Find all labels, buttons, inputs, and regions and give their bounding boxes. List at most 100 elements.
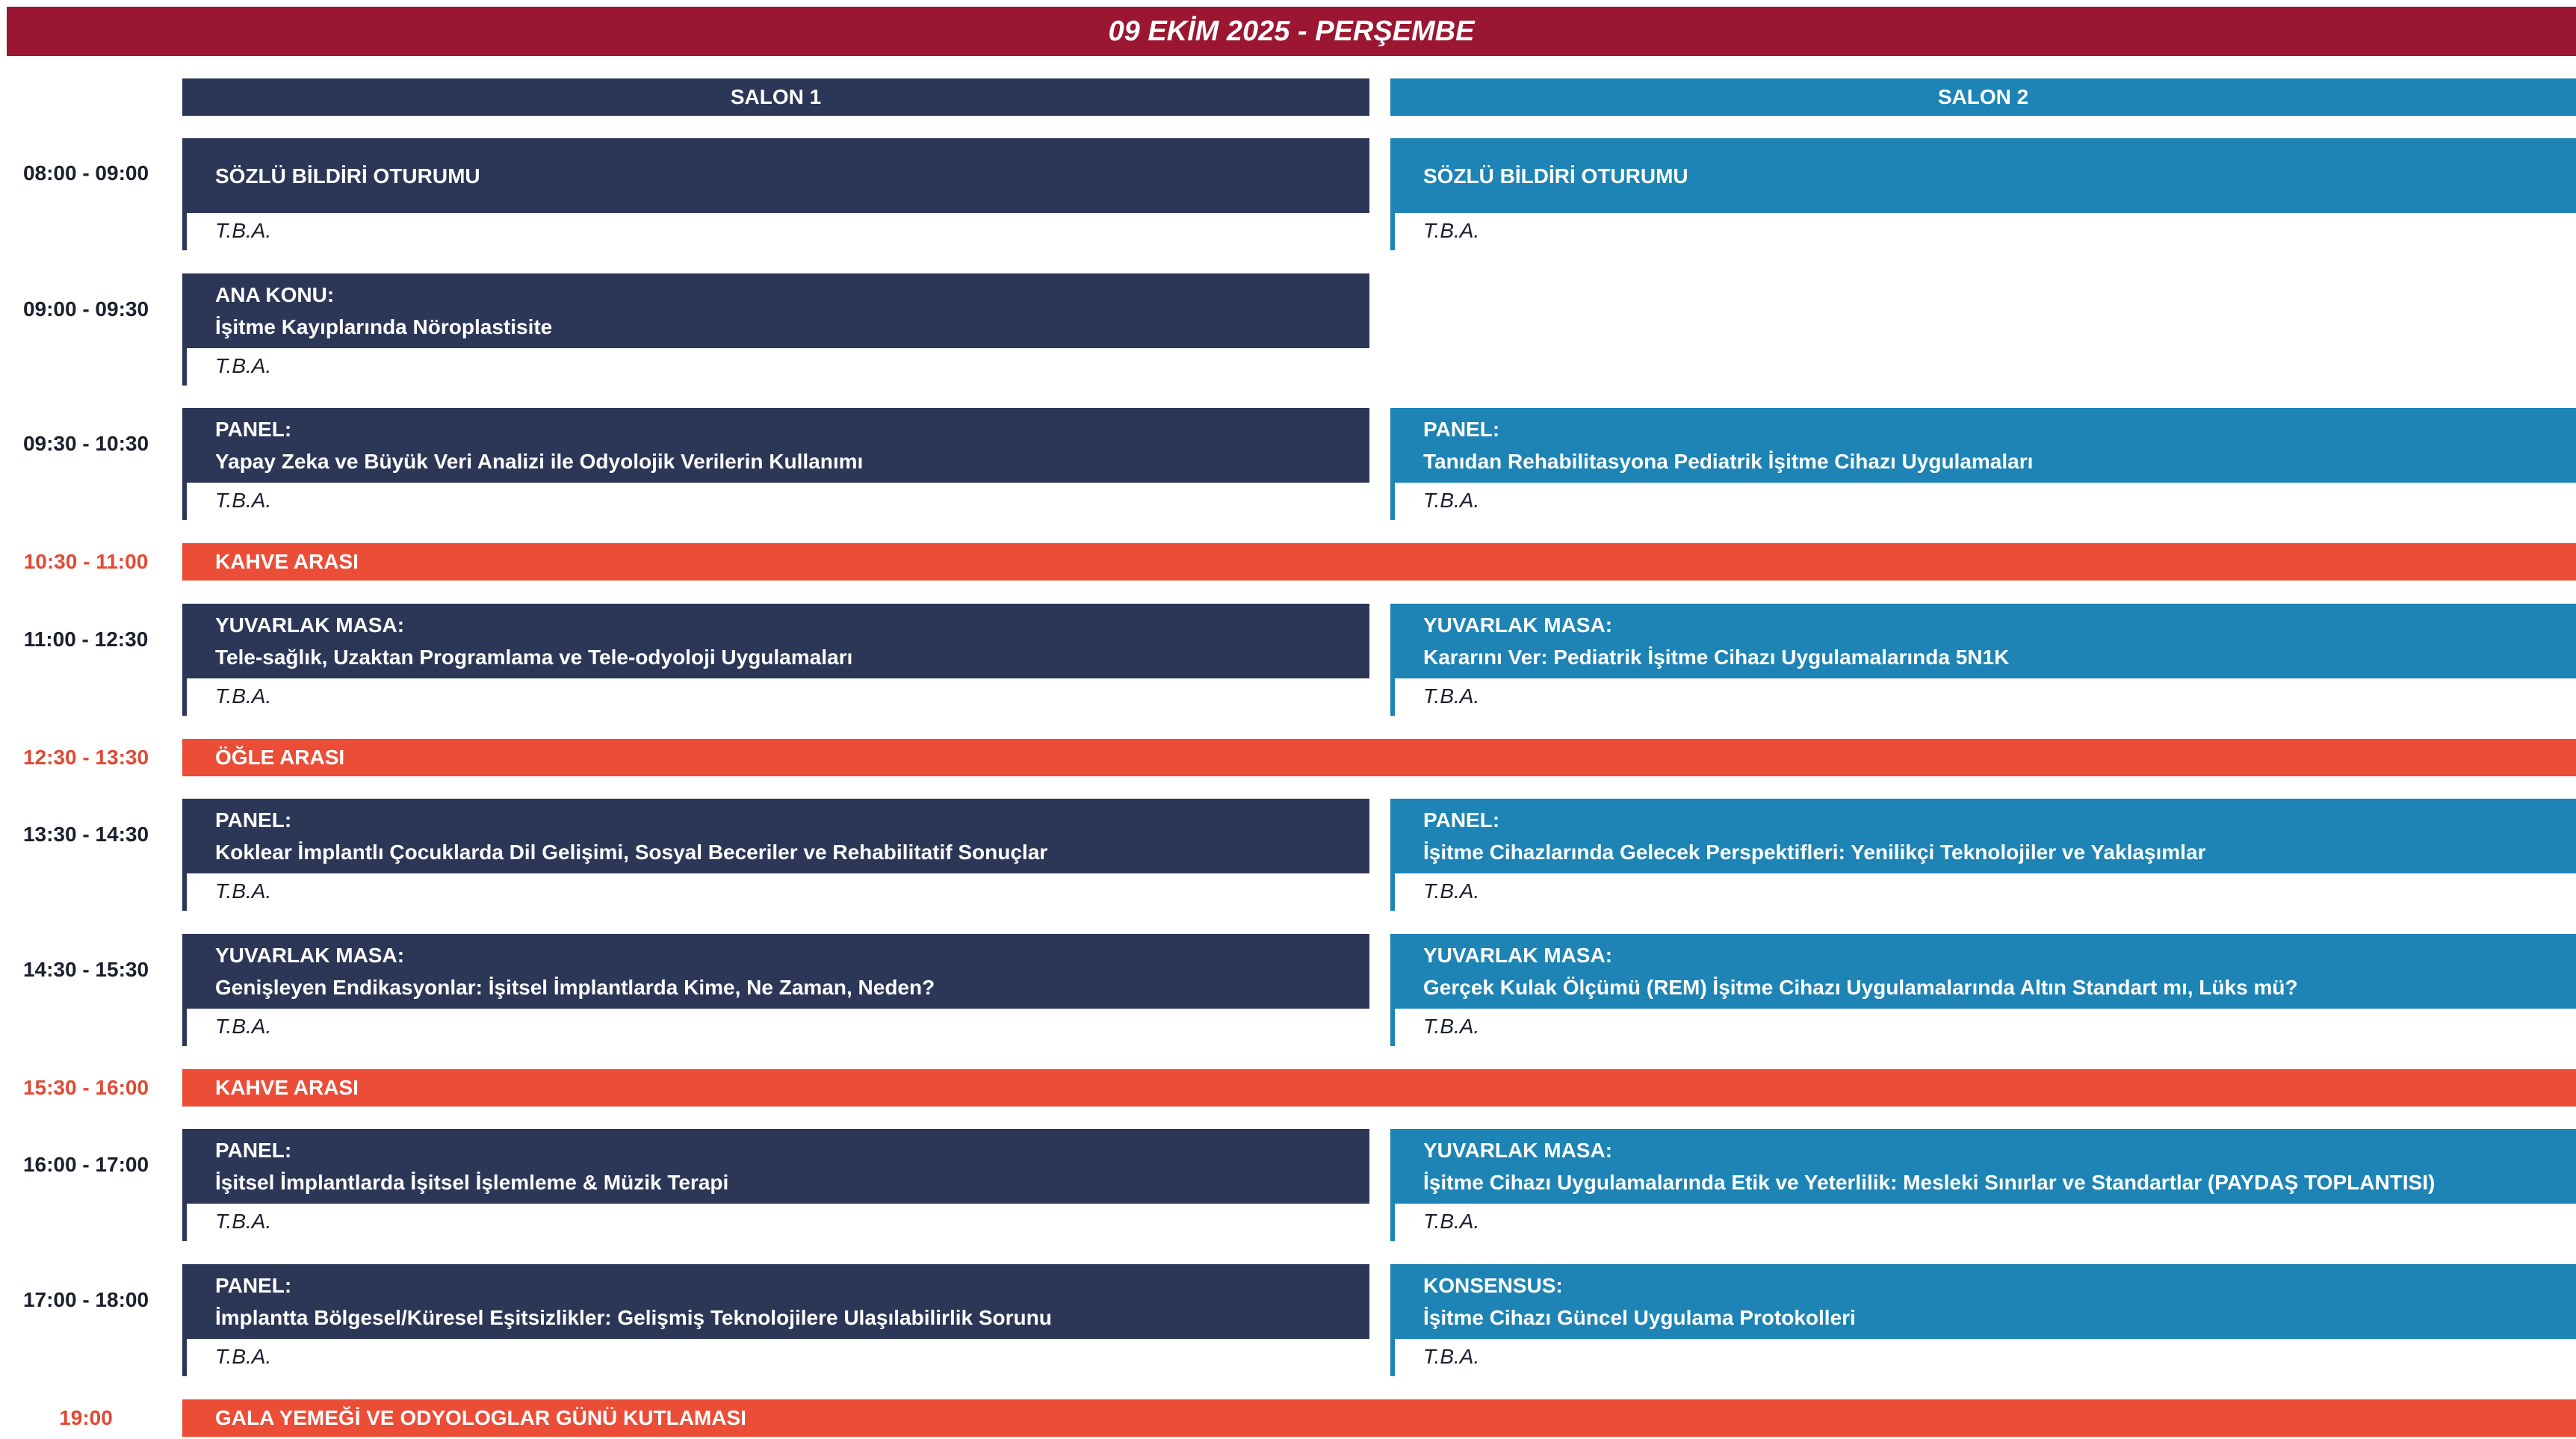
session-type: YUVARLAK MASA: [1423, 613, 1613, 637]
session-speaker: T.B.A. [215, 354, 272, 377]
time-slot: 14:30 - 15:30 [22, 958, 149, 981]
break-time: 15:30 - 16:00 [22, 1076, 149, 1099]
time-slot: 09:00 - 09:30 [22, 297, 149, 321]
session-topic: Genişleyen Endikasyonlar: İşitsel İmplan… [215, 976, 935, 999]
session-title: YUVARLAK MASA: Tele-sağlık, Uzaktan Prog… [182, 604, 1369, 678]
session-salon-1[interactable]: ANA KONU: İşitme Kayıplarında Nöroplasti… [182, 273, 1369, 386]
session-topic: Gerçek Kulak Ölçümü (REM) İşitme Cihazı … [1423, 976, 2298, 999]
session-speaker: T.B.A. [215, 1210, 272, 1233]
session-title: PANEL: Tanıdan Rehabilitasyona Pediatrik… [1390, 408, 2576, 483]
session-type: PANEL: [215, 808, 292, 832]
session-speaker: T.B.A. [1423, 684, 1480, 708]
break-time: 10:30 - 11:00 [23, 550, 149, 573]
session-salon-1[interactable]: PANEL: Koklear İmplantlı Çocuklarda Dil … [182, 799, 1369, 911]
time-slot: 09:30 - 10:30 [22, 432, 149, 455]
session-salon-1[interactable]: SÖZLÜ BİLDİRİ OTURUMU T.B.A. [182, 138, 1369, 250]
session-type: PANEL: [1423, 418, 1500, 441]
session-title: PANEL: Koklear İmplantlı Çocuklarda Dil … [182, 799, 1369, 873]
session-salon-1[interactable]: YUVARLAK MASA: Genişleyen Endikasyonlar:… [182, 934, 1369, 1046]
session-accent-bar [182, 1339, 187, 1376]
session-accent-bar [1390, 678, 1395, 716]
lunch-break-bar: ÖĞLE ARASI [182, 739, 2576, 776]
session-speaker: T.B.A. [1423, 879, 1480, 903]
time-slot: 17:00 - 18:00 [22, 1288, 149, 1311]
session-title: PANEL: İşitsel İmplantlarda İşitsel İşle… [182, 1129, 1369, 1204]
time-slot: 11:00 - 12:30 [23, 628, 149, 651]
session-salon-2[interactable]: YUVARLAK MASA: Gerçek Kulak Ölçümü (REM)… [1390, 934, 2576, 1046]
session-salon-1[interactable]: PANEL: İmplantta Bölgesel/Küresel Eşitsi… [182, 1264, 1369, 1376]
session-title: PANEL: İşitme Cihazlarında Gelecek Persp… [1390, 799, 2576, 873]
session-title: YUVARLAK MASA: Genişleyen Endikasyonlar:… [182, 934, 1369, 1009]
session-speaker: T.B.A. [1423, 1210, 1480, 1233]
session-accent-bar [182, 483, 187, 520]
session-title: KONSENSUS: İşitme Cihazı Güncel Uygulama… [1390, 1264, 2576, 1339]
break-time: 12:30 - 13:30 [22, 746, 149, 769]
session-speaker: T.B.A. [215, 1015, 272, 1038]
session-type: YUVARLAK MASA: [215, 944, 405, 967]
session-accent-bar [1390, 483, 1395, 520]
time-slot: 16:00 - 17:00 [22, 1153, 149, 1176]
session-topic: Koklear İmplantlı Çocuklarda Dil Gelişim… [215, 841, 1048, 864]
session-salon-2[interactable]: PANEL: İşitme Cihazlarında Gelecek Persp… [1390, 799, 2576, 911]
session-topic: Yapay Zeka ve Büyük Veri Analizi ile Ody… [215, 450, 864, 473]
session-salon-2[interactable]: YUVARLAK MASA: Kararını Ver: Pediatrik İ… [1390, 604, 2576, 716]
session-type: PANEL: [215, 1274, 292, 1297]
session-accent-bar [182, 348, 187, 386]
time-slot: 13:30 - 14:30 [22, 823, 149, 846]
session-speaker: T.B.A. [1423, 1345, 1480, 1368]
session-speaker: T.B.A. [1423, 219, 1480, 242]
session-topic: Kararını Ver: Pediatrik İşitme Cihazı Uy… [1423, 646, 2010, 669]
session-salon-2[interactable]: PANEL: Tanıdan Rehabilitasyona Pediatrik… [1390, 408, 2576, 520]
session-title: ANA KONU: İşitme Kayıplarında Nöroplasti… [182, 273, 1369, 348]
break-time: 19:00 [59, 1406, 113, 1429]
session-type: PANEL: [1423, 808, 1500, 832]
session-speaker: T.B.A. [215, 879, 272, 903]
session-accent-bar [182, 213, 187, 250]
session-salon-1[interactable]: YUVARLAK MASA: Tele-sağlık, Uzaktan Prog… [182, 604, 1369, 716]
salon-1-header: SALON 1 [182, 78, 1369, 116]
time-slot: 08:00 - 09:00 [22, 161, 149, 185]
session-salon-2[interactable]: YUVARLAK MASA: İşitme Cihazı Uygulamalar… [1390, 1129, 2576, 1241]
session-salon-2[interactable]: KONSENSUS: İşitme Cihazı Güncel Uygulama… [1390, 1264, 2576, 1376]
session-title: SÖZLÜ BİLDİRİ OTURUMU [1390, 138, 2576, 213]
session-accent-bar [1390, 1339, 1395, 1376]
session-speaker: T.B.A. [215, 219, 272, 242]
session-topic: İşitme Kayıplarında Nöroplastisite [215, 315, 553, 338]
session-accent-bar [182, 678, 187, 716]
session-title: PANEL: İmplantta Bölgesel/Küresel Eşitsi… [182, 1264, 1369, 1339]
session-title: PANEL: Yapay Zeka ve Büyük Veri Analizi … [182, 408, 1369, 483]
session-speaker: T.B.A. [215, 1345, 272, 1368]
session-type: YUVARLAK MASA: [1423, 944, 1613, 967]
session-speaker: T.B.A. [1423, 1015, 1480, 1038]
session-speaker: T.B.A. [215, 489, 272, 512]
session-type: PANEL: [215, 418, 292, 441]
coffee-break-bar: KAHVE ARASI [182, 543, 2576, 581]
session-type: ANA KONU: [215, 283, 335, 306]
session-accent-bar [182, 1204, 187, 1241]
session-accent-bar [1390, 1204, 1395, 1241]
session-topic: İşitme Cihazı Uygulamalarında Etik ve Ye… [1423, 1171, 2436, 1194]
session-accent-bar [1390, 213, 1395, 250]
session-type: YUVARLAK MASA: [215, 613, 405, 637]
session-topic: İşitme Cihazı Güncel Uygulama Protokolle… [1423, 1306, 1856, 1329]
session-type: KONSENSUS: [1423, 1274, 1563, 1297]
session-accent-bar [182, 1009, 187, 1046]
session-type: YUVARLAK MASA: [1423, 1139, 1613, 1162]
session-type: PANEL: [215, 1139, 292, 1162]
session-type: SÖZLÜ BİLDİRİ OTURUMU [1423, 164, 1688, 188]
session-salon-1[interactable]: PANEL: İşitsel İmplantlarda İşitsel İşle… [182, 1129, 1369, 1241]
coffee-break-bar: KAHVE ARASI [182, 1069, 2576, 1107]
session-topic: İşitsel İmplantlarda İşitsel İşlemleme &… [215, 1171, 729, 1194]
session-speaker: T.B.A. [1423, 489, 1480, 512]
session-topic: İmplantta Bölgesel/Küresel Eşitsizlikler… [215, 1306, 1052, 1329]
session-accent-bar [1390, 873, 1395, 911]
session-title: YUVARLAK MASA: Gerçek Kulak Ölçümü (REM)… [1390, 934, 2576, 1009]
session-salon-2[interactable]: SÖZLÜ BİLDİRİ OTURUMU T.B.A. [1390, 138, 2576, 250]
session-title: SÖZLÜ BİLDİRİ OTURUMU [182, 138, 1369, 213]
session-type: SÖZLÜ BİLDİRİ OTURUMU [215, 164, 480, 188]
session-salon-1[interactable]: PANEL: Yapay Zeka ve Büyük Veri Analizi … [182, 408, 1369, 520]
session-title: YUVARLAK MASA: İşitme Cihazı Uygulamalar… [1390, 1129, 2576, 1204]
session-topic: Tele-sağlık, Uzaktan Programlama ve Tele… [215, 646, 853, 669]
session-title: YUVARLAK MASA: Kararını Ver: Pediatrik İ… [1390, 604, 2576, 678]
salon-2-header: SALON 2 [1390, 78, 2576, 116]
